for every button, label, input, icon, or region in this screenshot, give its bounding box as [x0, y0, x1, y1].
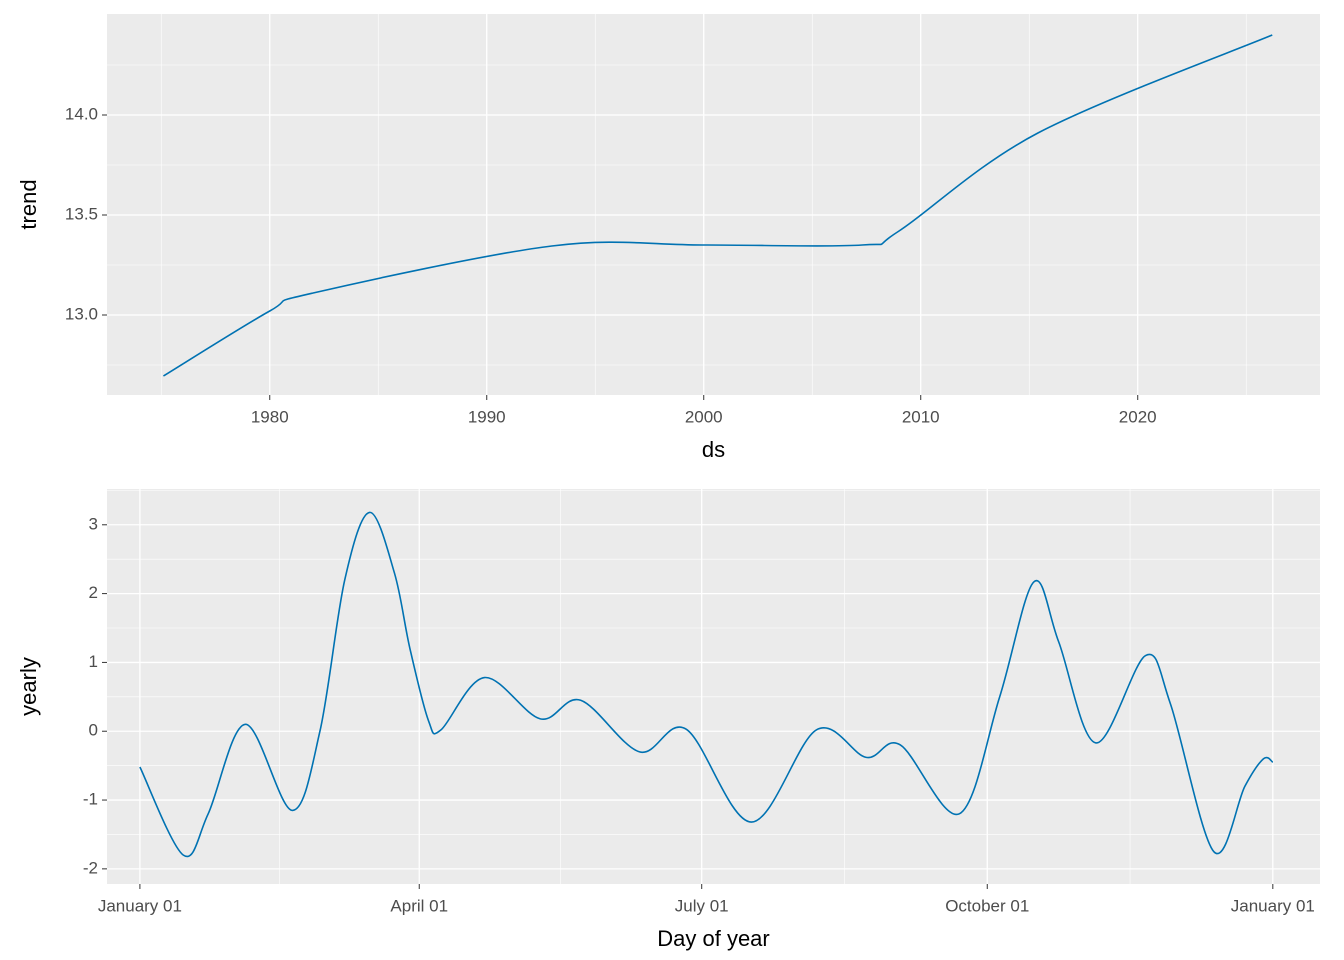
y-axis-title: yearly [16, 657, 41, 716]
x-tick-label: April 01 [390, 896, 448, 915]
x-tick-label: 2020 [1119, 407, 1157, 426]
y-tick-label: 14.0 [65, 104, 98, 123]
x-tick-label: January 01 [98, 896, 182, 915]
y-tick-label: 3 [89, 514, 98, 533]
y-tick-label: -2 [83, 858, 98, 877]
y-tick-label: 0 [89, 721, 98, 740]
trend-line [139, 511, 1274, 858]
panel [107, 489, 1320, 884]
y-tick-label: 13.5 [65, 204, 98, 223]
y-tick-label: 13.0 [65, 304, 98, 323]
y-axis-title: trend [16, 179, 41, 229]
x-tick-label: 1980 [251, 407, 289, 426]
x-tick-label: 1990 [468, 407, 506, 426]
x-tick-label: 2010 [902, 407, 940, 426]
x-axis-title: Day of year [657, 926, 770, 951]
y-tick-label: 2 [89, 583, 98, 602]
x-tick-label: January 01 [1231, 896, 1315, 915]
panel [107, 14, 1320, 395]
x-axis-title: ds [702, 437, 725, 462]
x-tick-label: October 01 [945, 896, 1029, 915]
y-tick-label: 1 [89, 652, 98, 671]
x-tick-label: July 01 [675, 896, 729, 915]
trend-line [163, 34, 1273, 377]
y-tick-label: -1 [83, 790, 98, 809]
x-tick-label: 2000 [685, 407, 723, 426]
